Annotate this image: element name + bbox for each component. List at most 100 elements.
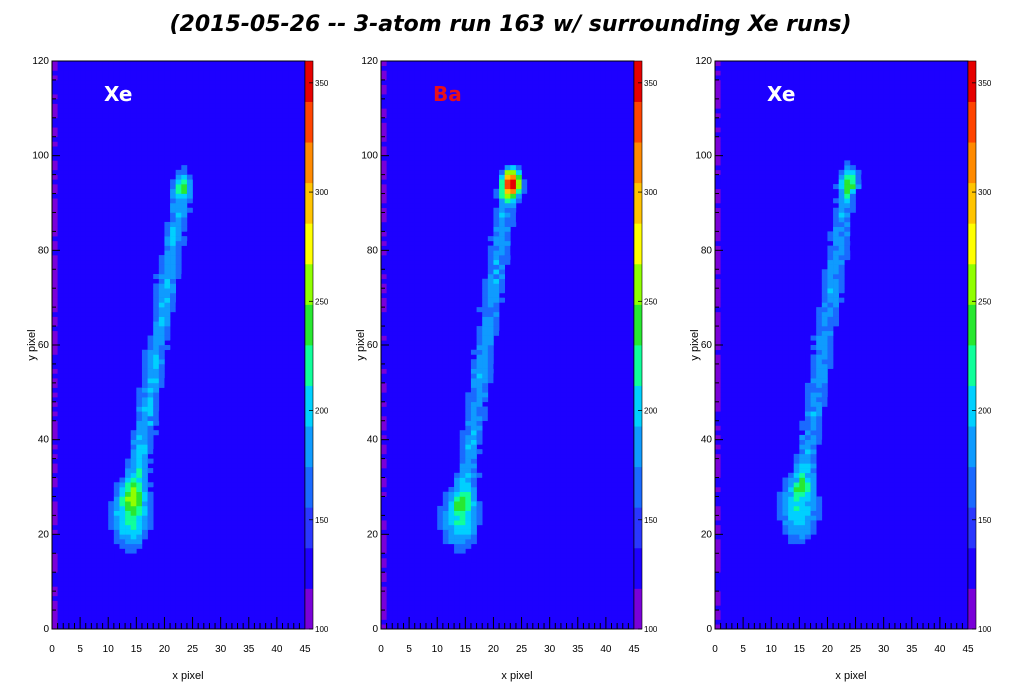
- heatmap-cell: [243, 221, 250, 227]
- heatmap-cell: [265, 453, 272, 459]
- heatmap-cell: [282, 382, 289, 388]
- heatmap-cell: [52, 98, 58, 104]
- heatmap-cell: [231, 217, 238, 223]
- heatmap-cell: [276, 359, 283, 365]
- heatmap-cell: [91, 179, 98, 185]
- heatmap-cell: [113, 572, 120, 578]
- heatmap-cell: [226, 553, 233, 559]
- heatmap-cell: [192, 113, 199, 119]
- heatmap-cell: [198, 496, 205, 502]
- heatmap-cell: [288, 302, 295, 308]
- heatmap-cell: [147, 581, 154, 587]
- heatmap-cell: [141, 84, 148, 90]
- heatmap-cell: [102, 155, 109, 161]
- heatmap-cell: [57, 382, 64, 388]
- heatmap-cell: [141, 203, 148, 209]
- heatmap-cell: [192, 264, 199, 270]
- heatmap-cell: [130, 302, 137, 308]
- heatmap-cell: [68, 188, 75, 194]
- heatmap-cell: [68, 378, 75, 384]
- heatmap-cell: [260, 373, 266, 379]
- heatmap-cell: [141, 529, 148, 535]
- heatmap-cell: [125, 274, 132, 280]
- heatmap-cell: [181, 610, 188, 616]
- heatmap-cell: [113, 595, 120, 601]
- heatmap-cell: [74, 184, 81, 190]
- heatmap-cell: [147, 416, 154, 422]
- heatmap-cell: [203, 136, 210, 142]
- heatmap-cell: [198, 624, 205, 630]
- heatmap-cell: [68, 207, 75, 213]
- heatmap-cell: [243, 434, 250, 440]
- heatmap-cell: [153, 302, 160, 308]
- heatmap-cell: [186, 75, 193, 81]
- heatmap-cell: [141, 255, 148, 261]
- heatmap-cell: [209, 61, 216, 67]
- heatmap-cell: [102, 292, 109, 298]
- heatmap-cell: [288, 278, 295, 284]
- heatmap-cell: [186, 245, 193, 251]
- heatmap-cell: [141, 368, 148, 374]
- heatmap-cell: [164, 103, 171, 109]
- heatmap-cell: [237, 411, 244, 417]
- heatmap-cell: [248, 444, 255, 450]
- heatmap-cell: [203, 174, 210, 180]
- heatmap-cell: [119, 188, 126, 194]
- heatmap-cell: [209, 416, 216, 422]
- heatmap-cell: [237, 430, 244, 436]
- heatmap-cell: [265, 127, 272, 133]
- heatmap-cell: [170, 558, 176, 564]
- heatmap-cell: [248, 397, 255, 403]
- heatmap-cell: [170, 188, 176, 194]
- heatmap-cell: [125, 572, 132, 578]
- heatmap-cell: [80, 193, 87, 199]
- heatmap-cell: [80, 274, 87, 280]
- heatmap-cell: [248, 387, 255, 393]
- heatmap-cell: [63, 335, 70, 341]
- heatmap-cell: [113, 401, 120, 407]
- heatmap-cell: [68, 65, 75, 71]
- heatmap-cell: [203, 141, 210, 147]
- heatmap-cell: [181, 482, 188, 488]
- heatmap-cell: [198, 439, 205, 445]
- heatmap-cell: [74, 472, 81, 478]
- heatmap-cell: [130, 558, 137, 564]
- heatmap-cell: [125, 98, 132, 104]
- heatmap-cell: [254, 397, 261, 403]
- heatmap-cell: [192, 236, 199, 242]
- heatmap-cell: [220, 524, 227, 530]
- heatmap-cell: [153, 330, 160, 336]
- heatmap-cell: [231, 529, 238, 535]
- heatmap-cell: [215, 354, 221, 360]
- heatmap-cell: [74, 212, 81, 218]
- heatmap-cell: [74, 169, 81, 175]
- heatmap-cell: [96, 586, 103, 592]
- heatmap-cell: [158, 288, 165, 294]
- heatmap-cell: [226, 184, 233, 190]
- heatmap-cell: [248, 619, 255, 625]
- heatmap-cell: [265, 146, 272, 152]
- heatmap-cell: [63, 477, 70, 483]
- heatmap-cell: [91, 330, 98, 336]
- heatmap-cell: [108, 624, 115, 630]
- heatmap-cell: [96, 269, 103, 275]
- heatmap-cell: [85, 264, 92, 270]
- heatmap-cell: [102, 98, 109, 104]
- heatmap-cell: [276, 449, 283, 455]
- heatmap-cell: [203, 543, 210, 549]
- heatmap-cell: [198, 240, 205, 246]
- heatmap-cell: [209, 458, 216, 464]
- heatmap-cell: [220, 288, 227, 294]
- heatmap-cell: [192, 572, 199, 578]
- heatmap-cell: [141, 363, 148, 369]
- heatmap-cell: [248, 363, 255, 369]
- heatmap-cell: [198, 482, 205, 488]
- heatmap-cell: [265, 316, 272, 322]
- heatmap-cell: [113, 487, 120, 493]
- heatmap-cell: [141, 250, 148, 256]
- heatmap-cell: [164, 605, 171, 611]
- heatmap-cell: [119, 226, 126, 232]
- heatmap-cell: [203, 245, 210, 251]
- heatmap-cell: [130, 169, 137, 175]
- heatmap-cell: [276, 586, 283, 592]
